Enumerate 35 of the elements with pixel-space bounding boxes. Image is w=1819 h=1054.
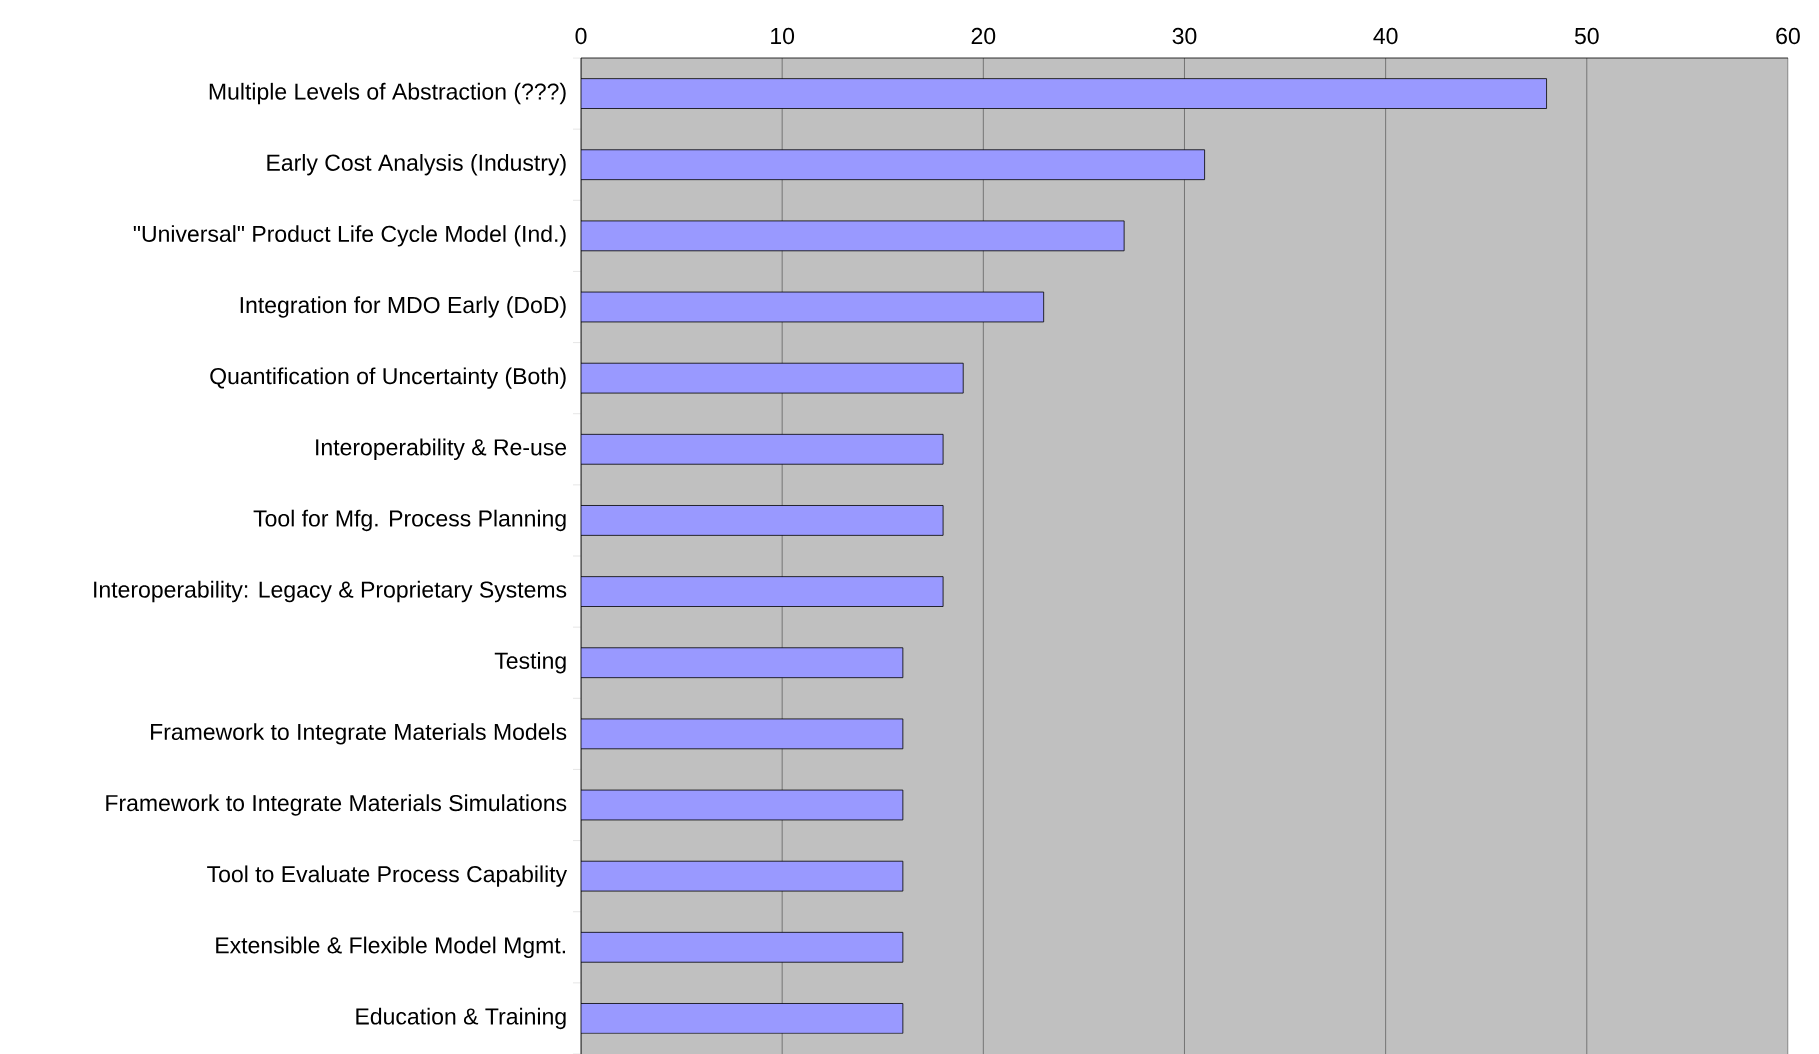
y-tick-label: Tool to Evaluate Process Capability <box>207 865 568 887</box>
x-tick-label: 10 <box>771 27 795 44</box>
bar <box>581 362 964 394</box>
bar <box>581 789 904 821</box>
y-tick-label: Testing <box>494 651 566 674</box>
x-tick-label: 30 <box>1172 27 1197 44</box>
bar <box>581 291 1045 323</box>
y-tick-label: Framework to Integrate Materials Simulations <box>106 794 567 816</box>
bar <box>581 860 904 892</box>
x-tick-label: 50 <box>1574 27 1599 44</box>
bar <box>581 504 944 536</box>
x-tick-label: 40 <box>1373 27 1398 44</box>
y-tick-label: Integration for MDO Early (DoD) <box>240 296 566 318</box>
bar <box>581 220 1125 252</box>
bar <box>581 931 904 963</box>
bar <box>581 433 944 465</box>
bar <box>581 647 904 678</box>
y-tick-label: Quantification of Uncertainty (Both) <box>210 367 566 389</box>
bar <box>581 78 1547 109</box>
y-tick-label: Tool for Mfg. Process Planning <box>253 509 566 531</box>
y-tick-label: Education & Training <box>356 1007 566 1029</box>
x-tick-label: 0 <box>575 27 587 44</box>
y-tick-label: "Universal" Product Life Cycle Model (Ind.) <box>133 224 566 247</box>
bar <box>581 718 904 750</box>
bar <box>581 576 944 607</box>
bar <box>581 1002 904 1034</box>
y-tick-label: Interoperability & Re-use <box>316 438 567 460</box>
bar <box>581 149 1205 180</box>
x-tick-label: 20 <box>971 27 996 44</box>
y-tick-label: Framework to Integrate Materials Models <box>151 722 567 745</box>
y-tick-label: Multiple Levels of Abstraction (???) <box>209 82 566 105</box>
x-tick-label: 60 <box>1776 27 1800 44</box>
y-tick-label: Extensible & Flexible Model Mgmt. <box>216 936 565 958</box>
y-tick-label: Interoperability: Legacy & Proprietary Systems <box>94 580 567 603</box>
y-tick-label: Early Cost Analysis (Industry) <box>267 153 566 176</box>
